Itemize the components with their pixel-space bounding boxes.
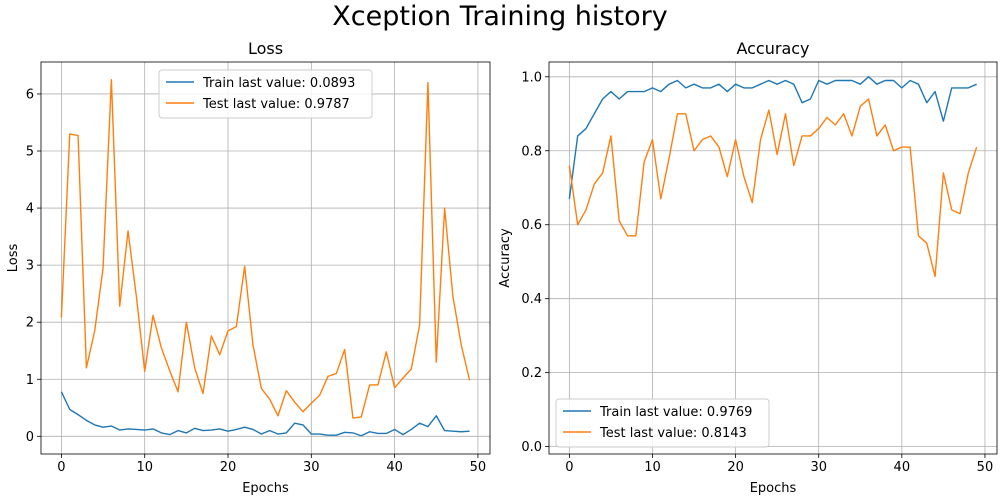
x-axis-label: Epochs — [750, 481, 797, 496]
chart-panel-1: 0 10 20 30 40 50 0.0 0.2 0.4 0.6 0.8 1.0 Accuracy Epo… — [498, 39, 998, 496]
x-tick-label: 20 — [220, 460, 237, 475]
axes-frame — [40, 61, 491, 455]
y-tick-label: 1 — [26, 373, 34, 388]
legend-box — [158, 69, 373, 119]
legend-box — [555, 398, 770, 448]
y-tick-label: 2 — [26, 316, 34, 331]
y-tick-label: 0.6 — [521, 218, 542, 233]
x-tick-label: 40 — [894, 460, 911, 475]
legend-label-0: Train last value: 0.9769 — [599, 405, 752, 420]
chart-panel-0: 0 10 20 30 40 50 0 1 2 3 4 5 6 Loss Epochs Loss Train la… — [6, 39, 491, 496]
x-tick-label: 0 — [565, 460, 573, 475]
series-line-0 — [568, 76, 977, 199]
y-tick-label: 0.8 — [521, 144, 542, 159]
series-line-1 — [568, 98, 978, 278]
y-axis-label: Loss — [6, 244, 21, 273]
x-tick-label: 30 — [303, 460, 320, 475]
legend-label-1: Test last value: 0.9787 — [202, 97, 350, 112]
x-tick-label: 50 — [977, 460, 994, 475]
x-tick-label: 10 — [136, 460, 153, 475]
y-tick-label: 4 — [26, 202, 34, 217]
x-axis-label: Epochs — [242, 481, 289, 496]
x-tick-label: 20 — [727, 460, 744, 475]
x-tick-label: 10 — [644, 460, 661, 475]
x-tick-label: 50 — [470, 460, 487, 475]
y-tick-label: 1.0 — [521, 70, 542, 85]
legend-label-1: Test last value: 0.8143 — [599, 426, 747, 441]
series-line-0 — [60, 391, 470, 437]
chart-title: Accuracy — [736, 39, 809, 58]
figure-title: Xception Training history — [332, 1, 668, 32]
y-tick-label: 0.4 — [521, 292, 542, 307]
y-tick-label: 0.2 — [521, 366, 542, 381]
y-axis-label: Accuracy — [498, 228, 513, 288]
y-tick-label: 6 — [26, 87, 34, 102]
x-tick-label: 40 — [386, 460, 403, 475]
x-tick-label: 30 — [810, 460, 827, 475]
legend-label-0: Train last value: 0.0893 — [202, 76, 355, 91]
y-tick-label: 0.0 — [521, 440, 542, 455]
y-tick-label: 3 — [26, 259, 34, 274]
y-tick-label: 5 — [26, 145, 34, 160]
chart-title: Loss — [248, 39, 283, 58]
axes-frame — [548, 61, 998, 455]
series-line-1 — [60, 78, 471, 419]
y-tick-label: 0 — [26, 430, 34, 445]
x-tick-label: 0 — [57, 460, 65, 475]
